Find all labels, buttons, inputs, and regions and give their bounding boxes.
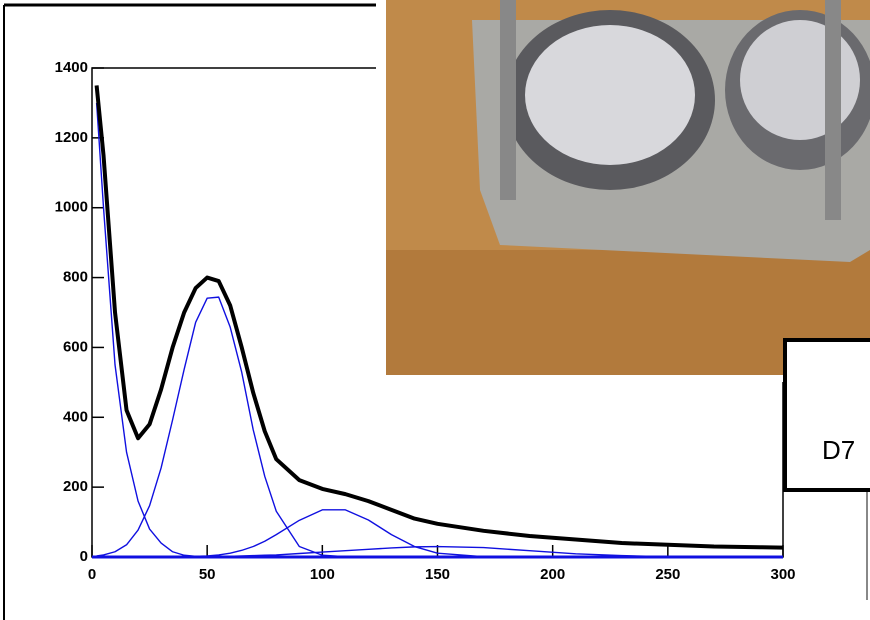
y-tick-label: 0: [80, 548, 88, 565]
label-box: [783, 338, 870, 492]
y-tick-label: 600: [63, 338, 88, 355]
fit-line: [95, 102, 783, 558]
photo-rod: [825, 0, 841, 220]
y-tick-label: 400: [63, 408, 88, 425]
x-tick-label: 250: [655, 566, 680, 583]
plot-area: 0 200 400 600 800 1000 1200 1400 0 50 100 150 200 250…: [55, 59, 796, 583]
photo-tube-shine: [740, 20, 860, 140]
inset-label: D7: [822, 435, 855, 465]
data-line: [94, 85, 784, 550]
x-tick-label: 50: [199, 566, 216, 583]
y-tick-label: 200: [63, 478, 88, 495]
x-tick-label: 150: [425, 566, 450, 583]
x-tick-label: 300: [770, 566, 795, 583]
photo-rod: [500, 0, 516, 200]
y-tick-label: 1400: [55, 59, 88, 76]
photo-tube-shine: [525, 25, 695, 165]
x-tick-label: 200: [540, 566, 565, 583]
x-tick-label: 0: [88, 566, 96, 583]
y-tick-label: 1200: [55, 129, 88, 146]
x-tick-label: 100: [310, 566, 335, 583]
y-tick-label: 1000: [55, 199, 88, 216]
photo-inset: [376, 0, 870, 382]
y-tick-label: 800: [63, 269, 88, 286]
